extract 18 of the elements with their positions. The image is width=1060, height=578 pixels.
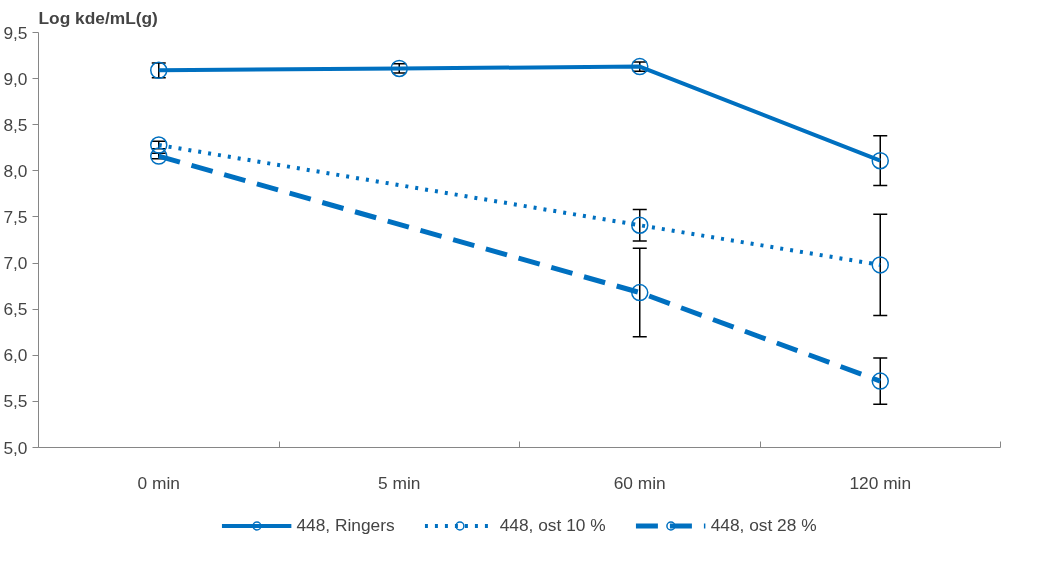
legend-label: 448, ost 10 % [499, 514, 606, 536]
x-tick-label: 0 min [137, 472, 180, 493]
y-tick-label: 5,5 [3, 391, 28, 412]
y-tick-label: 5,0 [3, 437, 28, 458]
y-tick-label: 9,5 [3, 22, 28, 43]
y-tick-label: 7,0 [3, 253, 28, 274]
y-tick-label: 9,0 [3, 68, 28, 89]
y-tick-label: 8,0 [3, 160, 28, 181]
x-tick-label: 5 min [378, 472, 421, 493]
y-tick-label: 6,0 [3, 345, 28, 366]
y-tick-label: 8,5 [3, 114, 28, 135]
legend-label: 448, ost 28 % [710, 514, 817, 536]
y-axis-title: Log kde/mL(g) [38, 7, 158, 28]
y-tick-label: 6,5 [3, 299, 28, 320]
legend-label: 448, Ringers [296, 514, 395, 536]
x-tick-label: 60 min [613, 472, 666, 493]
x-tick-label: 120 min [849, 472, 912, 493]
y-tick-label: 7,5 [3, 206, 28, 227]
